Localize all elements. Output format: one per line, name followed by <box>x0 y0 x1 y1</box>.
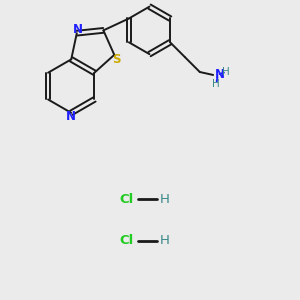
Text: S: S <box>112 53 121 66</box>
Text: H: H <box>212 79 220 89</box>
Text: N: N <box>66 110 76 123</box>
Text: H: H <box>160 193 170 206</box>
Text: N: N <box>214 68 225 82</box>
Text: Cl: Cl <box>119 234 133 247</box>
Text: H: H <box>222 67 230 77</box>
Text: Cl: Cl <box>119 193 133 206</box>
Text: H: H <box>160 234 170 247</box>
Text: N: N <box>73 23 83 36</box>
